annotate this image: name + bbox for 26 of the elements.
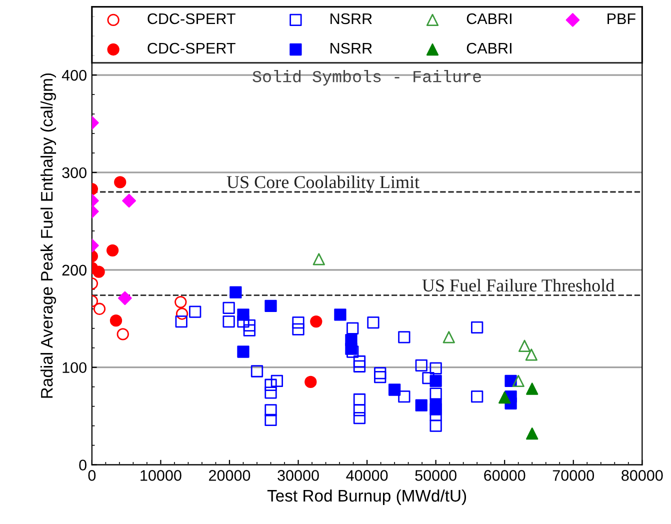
x-tick-label: 20000	[209, 470, 250, 481]
annotation: Solid Symbols - Failure	[252, 70, 481, 86]
legend-label: NSRR	[330, 42, 372, 54]
legend-label: CDC-SPERT	[148, 42, 236, 54]
legend-label: CABRI	[466, 13, 512, 24]
y-tick-label: 200	[62, 264, 86, 276]
x-tick-label: 80000	[622, 470, 663, 481]
x-tick-label: 40000	[346, 470, 388, 481]
y-tick-label: 300	[62, 167, 86, 178]
ref-line-label: US Core Coolability Limit	[226, 176, 420, 192]
x-tick-label: 0	[88, 470, 96, 481]
legend-label: PBF	[608, 13, 636, 24]
x-tick-label: 70000	[552, 470, 594, 481]
x-axis-title: Test Rod Burnup (MWd/tU)	[267, 489, 466, 505]
ref-line-label: US Fuel Failure Threshold	[422, 278, 614, 292]
y-tick-label: 100	[62, 362, 86, 374]
x-tick-label: 50000	[415, 470, 456, 481]
legend-label: CABRI	[466, 42, 512, 54]
y-tick-label: 400	[62, 70, 86, 81]
y-tick-label: 0	[79, 460, 86, 470]
legend-label: NSRR	[330, 13, 372, 24]
legend-label: CDC-SPERT	[148, 13, 236, 24]
x-tick-label: 30000	[278, 470, 319, 481]
x-tick-label: 60000	[484, 470, 526, 481]
x-tick-label: 10000	[140, 470, 182, 481]
y-axis-title: Radial Average Peak Fuel Enthalpy (cal/gm)	[40, 73, 56, 398]
